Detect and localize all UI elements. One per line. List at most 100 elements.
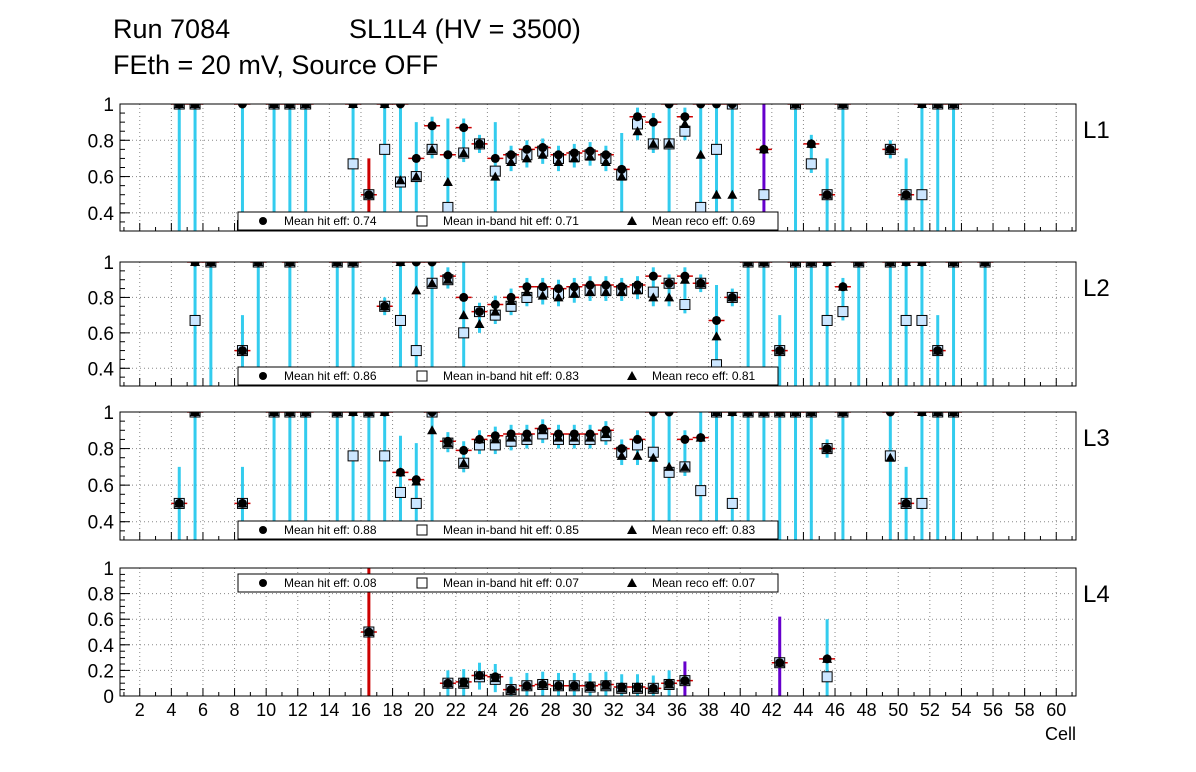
hit-marker (490, 153, 500, 163)
hit-marker (712, 412, 722, 417)
reco-marker (664, 138, 675, 148)
hit-marker (348, 262, 358, 267)
reco-marker (711, 331, 722, 341)
hit-marker (443, 678, 453, 688)
inband-marker (916, 314, 928, 326)
reco-marker (616, 287, 627, 297)
hit-marker (411, 262, 421, 267)
hit-marker (854, 262, 864, 267)
hit-marker (680, 112, 690, 122)
panel-l3: 0.4 0.6 0.8 1 L3 Mean hit eff: 0.88 Mean in-ba… (88, 403, 1110, 541)
hit-marker (380, 412, 390, 417)
hit-marker (885, 412, 895, 417)
hit-marker (459, 292, 469, 302)
hit-marker (348, 412, 358, 417)
x-tick-label: 22 (446, 700, 466, 720)
hit-marker (427, 262, 437, 267)
hit-marker (680, 434, 690, 444)
hit-marker (648, 271, 658, 281)
hit-marker (459, 677, 469, 687)
x-tick-label: 36 (667, 700, 687, 720)
hit-marker (490, 672, 500, 682)
legend-reco-marker (627, 216, 637, 225)
reco-marker (458, 147, 469, 157)
hit-marker (474, 671, 484, 681)
reco-marker (648, 138, 659, 148)
hit-marker (506, 292, 516, 302)
y-tick-label: 1 (103, 95, 114, 116)
reco-marker (632, 126, 643, 136)
hit-marker (569, 148, 579, 158)
legend-hit-marker (259, 579, 267, 587)
hit-marker (901, 262, 911, 267)
y-tick-label: 0.4 (88, 636, 115, 657)
inband-marker (189, 314, 201, 326)
hit-marker (901, 498, 911, 508)
hit-marker (427, 121, 437, 131)
hit-marker (443, 271, 453, 281)
hit-marker (443, 150, 453, 160)
inband-marker (821, 314, 833, 326)
panel-l1: 0.4 0.6 0.8 1 L1 Mean hit eff: 0.74 Mean in-ba… (88, 95, 1110, 232)
hit-marker (285, 104, 295, 109)
hit-marker (775, 346, 785, 356)
hit-marker (759, 262, 769, 267)
legend-box (237, 211, 779, 231)
hit-marker (743, 262, 753, 267)
reco-marker (569, 153, 580, 163)
legend-hit-marker (259, 217, 267, 225)
legend-inband-marker (416, 577, 428, 589)
legend-box (237, 520, 779, 540)
hit-marker (759, 144, 769, 154)
x-tick-label: 18 (383, 700, 403, 720)
legend-inband-label: Mean in-band hit eff: 0.07 (443, 576, 579, 590)
hit-marker (664, 104, 674, 109)
legend-inband-marker (416, 215, 428, 227)
hit-marker (395, 262, 405, 267)
reco-marker (427, 278, 438, 288)
hit-marker (237, 498, 247, 508)
reco-marker (600, 287, 611, 297)
legend-hit-label: Mean hit eff: 0.74 (284, 214, 377, 228)
hit-marker (364, 412, 374, 417)
x-axis-label: Cell (1045, 724, 1076, 744)
hit-marker (601, 425, 611, 435)
hit-marker (190, 104, 200, 109)
data-layer (171, 412, 962, 540)
hit-marker (822, 444, 832, 454)
reco-marker (632, 450, 643, 460)
hit-marker (775, 658, 785, 668)
legend-reco-marker (627, 525, 637, 534)
reco-marker (664, 292, 675, 302)
hit-marker (364, 190, 374, 200)
hit-marker (237, 346, 247, 356)
hit-marker (506, 429, 516, 439)
hit-marker (933, 346, 943, 356)
hit-marker (791, 262, 801, 267)
hit-marker (332, 412, 342, 417)
y-tick-label: 0.8 (88, 288, 114, 309)
hit-marker (174, 104, 184, 109)
reco-marker (521, 287, 532, 297)
hit-marker (617, 164, 627, 174)
hit-marker (885, 262, 895, 267)
inband-marker (394, 486, 406, 498)
run-label: Run 7084 (113, 14, 231, 44)
layer-label: L3 (1083, 425, 1110, 452)
reco-marker (537, 290, 548, 300)
hit-marker (617, 444, 627, 454)
reco-marker (711, 189, 722, 199)
hit-marker (474, 139, 484, 149)
legend-inband-marker (416, 524, 428, 536)
hit-marker (838, 282, 848, 292)
hit-marker (237, 104, 247, 109)
legend-hit-label: Mean hit eff: 0.86 (284, 369, 377, 383)
hit-marker (696, 278, 706, 288)
inband-marker (711, 143, 723, 155)
y-tick-label: 0.2 (88, 661, 114, 682)
legend-reco-label: Mean reco eff: 0.81 (652, 369, 756, 383)
inband-marker (458, 327, 470, 339)
hit-marker (459, 445, 469, 455)
hit-marker (838, 104, 848, 109)
hit-marker (822, 654, 832, 664)
